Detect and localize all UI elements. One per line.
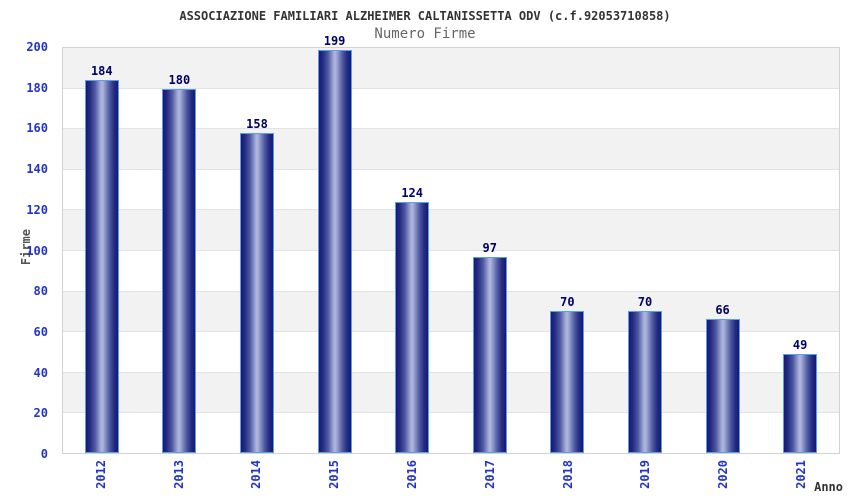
bar-value-label: 49 bbox=[792, 337, 808, 352]
bar-slot: 49 bbox=[761, 48, 839, 453]
x-tick-label: 2012 bbox=[93, 460, 108, 489]
x-tick-cell: 2014 bbox=[218, 460, 296, 498]
x-tick-cell: 2015 bbox=[295, 460, 373, 498]
bar-slot: 199 bbox=[296, 35, 374, 453]
x-tick-label: 2021 bbox=[794, 460, 809, 489]
bar-value-label: 184 bbox=[90, 64, 113, 79]
bars-layer: 184 180 158 199 124 97 70 70 66 49 bbox=[63, 35, 839, 453]
x-tick-label: 2019 bbox=[638, 460, 653, 489]
x-tick-label: 2013 bbox=[171, 460, 186, 489]
x-axis-labels: 2012 2013 2014 2015 2016 2017 2018 2019 2020 2021 bbox=[62, 460, 840, 498]
y-tick-label: 0 bbox=[40, 447, 48, 461]
bar-2013 bbox=[162, 88, 197, 453]
bar-2012 bbox=[84, 80, 119, 453]
chart-subtitle: Numero Firme bbox=[374, 26, 476, 42]
bar-slot: 97 bbox=[451, 48, 529, 453]
bar-2014 bbox=[239, 133, 274, 453]
x-tick-cell: 2019 bbox=[607, 460, 685, 498]
x-tick-label: 2018 bbox=[560, 460, 575, 489]
x-tick-label: 2020 bbox=[716, 460, 731, 489]
bar-slot: 66 bbox=[684, 48, 762, 453]
bar-value-label: 66 bbox=[715, 303, 730, 318]
bar-value-label: 70 bbox=[560, 295, 575, 310]
x-tick-label: 2014 bbox=[249, 460, 264, 489]
y-tick-label: 80 bbox=[33, 284, 48, 299]
bar-slot: 70 bbox=[606, 48, 684, 453]
x-tick-label: 2017 bbox=[482, 460, 497, 489]
bar-value-label: 180 bbox=[168, 72, 191, 87]
bar-slot: 70 bbox=[529, 48, 607, 453]
bar-value-label: 158 bbox=[246, 117, 268, 132]
y-tick-label: 140 bbox=[26, 162, 48, 177]
y-axis-labels: 200 180 160 140 120 100 80 60 40 20 0 bbox=[0, 40, 48, 461]
y-tick-label: 120 bbox=[26, 202, 48, 217]
y-tick-label: 160 bbox=[26, 121, 48, 136]
bar-2018 bbox=[550, 311, 585, 453]
bar-slot: 184 bbox=[63, 48, 141, 453]
x-tick-cell: 2020 bbox=[684, 460, 762, 498]
grid-band bbox=[63, 48, 839, 89]
bar-value-label: 124 bbox=[401, 185, 424, 200]
bar-value-label: 199 bbox=[323, 34, 346, 49]
y-tick-label: 40 bbox=[33, 365, 48, 380]
x-tick-cell: 2012 bbox=[62, 460, 140, 498]
bar-slot: 124 bbox=[373, 48, 451, 453]
bar-slot: 180 bbox=[141, 48, 219, 453]
bar-2017 bbox=[472, 256, 507, 453]
grid-band bbox=[63, 89, 839, 130]
y-tick-label: 20 bbox=[33, 406, 48, 421]
plot-area: 184 180 158 199 124 97 70 70 66 49 bbox=[62, 35, 840, 454]
bar-2020 bbox=[705, 319, 740, 453]
bar-value-label: 97 bbox=[482, 240, 497, 255]
y-tick-label: 100 bbox=[26, 243, 48, 258]
grid-band bbox=[63, 332, 839, 373]
y-tick-label: 180 bbox=[26, 80, 48, 95]
x-tick-cell: 2018 bbox=[529, 460, 607, 498]
x-axis-title: Anno bbox=[814, 480, 843, 494]
bar-slot: 158 bbox=[218, 48, 296, 453]
x-tick-cell: 2016 bbox=[373, 460, 451, 498]
y-tick-label: 200 bbox=[26, 40, 48, 54]
x-tick-label: 2015 bbox=[327, 460, 342, 489]
grid-band bbox=[63, 251, 839, 292]
bar-2016 bbox=[395, 201, 430, 453]
x-tick-cell: 2017 bbox=[451, 460, 529, 498]
x-tick-label: 2016 bbox=[405, 460, 420, 489]
bar-2019 bbox=[627, 311, 662, 453]
y-tick-label: 60 bbox=[33, 324, 48, 339]
x-tick-cell: 2013 bbox=[140, 460, 218, 498]
bar-2021 bbox=[783, 353, 818, 453]
bar-2015 bbox=[317, 50, 352, 453]
grid-band bbox=[63, 170, 839, 211]
chart-title: ASSOCIAZIONE FAMILIARI ALZHEIMER CALTANI… bbox=[179, 9, 671, 23]
bar-value-label: 70 bbox=[637, 295, 653, 310]
